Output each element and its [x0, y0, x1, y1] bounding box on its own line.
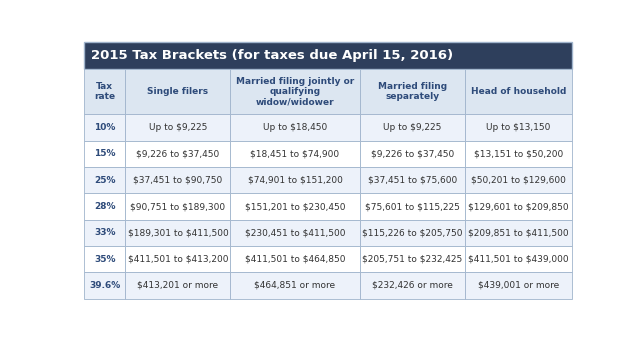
Bar	[84, 141, 125, 167]
Text: $9,226 to $37,450: $9,226 to $37,450	[371, 149, 454, 158]
Bar	[84, 246, 125, 272]
Bar	[465, 193, 572, 220]
Bar	[84, 272, 125, 299]
Text: 35%: 35%	[94, 255, 115, 264]
Text: $13,151 to $50,200: $13,151 to $50,200	[474, 149, 563, 158]
Text: 2015 Tax Brackets (for taxes due April 15, 2016): 2015 Tax Brackets (for taxes due April 1…	[92, 49, 454, 62]
Bar	[360, 167, 465, 193]
Bar	[465, 69, 572, 114]
Bar	[360, 272, 465, 299]
Text: 39.6%: 39.6%	[89, 281, 120, 290]
Text: $90,751 to $189,300: $90,751 to $189,300	[131, 202, 225, 211]
Bar	[125, 141, 230, 167]
Text: Single filers: Single filers	[147, 87, 209, 96]
Text: $439,001 or more: $439,001 or more	[477, 281, 559, 290]
Bar	[125, 193, 230, 220]
Bar	[230, 69, 360, 114]
Text: 33%: 33%	[94, 228, 115, 237]
Text: Married filing
separately: Married filing separately	[378, 82, 447, 101]
Bar	[465, 167, 572, 193]
Text: $9,226 to $37,450: $9,226 to $37,450	[136, 149, 220, 158]
Text: $37,451 to $90,750: $37,451 to $90,750	[133, 176, 223, 185]
Bar	[125, 246, 230, 272]
Text: $115,226 to $205,750: $115,226 to $205,750	[362, 228, 463, 237]
Text: $50,201 to $129,600: $50,201 to $129,600	[471, 176, 566, 185]
Bar	[465, 246, 572, 272]
Text: Up to $18,450: Up to $18,450	[263, 123, 327, 132]
Bar	[230, 167, 360, 193]
Text: $209,851 to $411,500: $209,851 to $411,500	[468, 228, 569, 237]
Bar	[465, 114, 572, 141]
Bar	[230, 272, 360, 299]
Bar	[360, 141, 465, 167]
Bar	[360, 114, 465, 141]
Text: Up to $13,150: Up to $13,150	[486, 123, 550, 132]
Bar	[465, 272, 572, 299]
Bar	[465, 141, 572, 167]
Text: $189,301 to $411,500: $189,301 to $411,500	[127, 228, 228, 237]
Bar	[230, 246, 360, 272]
Text: 28%: 28%	[94, 202, 115, 211]
Bar	[230, 141, 360, 167]
Text: Up to $9,225: Up to $9,225	[383, 123, 442, 132]
Text: $18,451 to $74,900: $18,451 to $74,900	[250, 149, 340, 158]
Text: $74,901 to $151,200: $74,901 to $151,200	[248, 176, 342, 185]
Bar	[465, 220, 572, 246]
Bar	[230, 220, 360, 246]
Text: $151,201 to $230,450: $151,201 to $230,450	[245, 202, 346, 211]
Text: 10%: 10%	[94, 123, 115, 132]
Bar	[230, 193, 360, 220]
Bar	[84, 114, 125, 141]
Text: 25%: 25%	[94, 176, 115, 185]
Text: $232,426 or more: $232,426 or more	[372, 281, 452, 290]
Text: Head of household: Head of household	[470, 87, 566, 96]
Bar	[360, 69, 465, 114]
Text: $230,451 to $411,500: $230,451 to $411,500	[245, 228, 346, 237]
Bar	[360, 193, 465, 220]
Bar	[84, 69, 125, 114]
Text: Married filing jointly or
qualifying
widow/widower: Married filing jointly or qualifying wid…	[236, 77, 354, 106]
Text: 15%: 15%	[94, 149, 115, 158]
Text: $411,501 to $464,850: $411,501 to $464,850	[245, 255, 346, 264]
Bar	[125, 272, 230, 299]
Bar	[84, 42, 572, 69]
Bar	[125, 114, 230, 141]
Bar	[84, 193, 125, 220]
Text: $411,501 to $413,200: $411,501 to $413,200	[127, 255, 228, 264]
Text: $413,201 or more: $413,201 or more	[138, 281, 218, 290]
Bar	[360, 246, 465, 272]
Text: Up to $9,225: Up to $9,225	[148, 123, 207, 132]
Bar	[84, 167, 125, 193]
Text: $129,601 to $209,850: $129,601 to $209,850	[468, 202, 569, 211]
Text: $37,451 to $75,600: $37,451 to $75,600	[367, 176, 457, 185]
Bar	[84, 220, 125, 246]
Text: $411,501 to $439,000: $411,501 to $439,000	[468, 255, 569, 264]
Bar	[230, 114, 360, 141]
Bar	[360, 220, 465, 246]
Text: $464,851 or more: $464,851 or more	[255, 281, 335, 290]
Bar	[125, 167, 230, 193]
Bar	[125, 69, 230, 114]
Text: $75,601 to $115,225: $75,601 to $115,225	[365, 202, 460, 211]
Bar	[125, 220, 230, 246]
Text: $205,751 to $232,425: $205,751 to $232,425	[362, 255, 462, 264]
Text: Tax
rate: Tax rate	[94, 82, 115, 101]
